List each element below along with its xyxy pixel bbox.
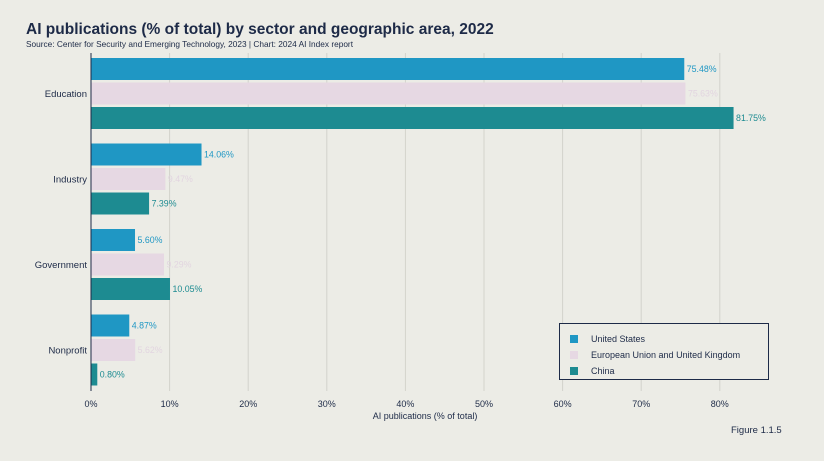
legend-label: European Union and United Kingdom	[591, 350, 741, 360]
bar	[91, 229, 136, 251]
legend-swatch-eu-uk	[570, 351, 578, 359]
x-axis-title: AI publications (% of total)	[373, 411, 478, 421]
bar	[91, 363, 98, 386]
category-label: Government	[35, 260, 88, 271]
x-tick-label: 50%	[475, 399, 493, 409]
figure-label: Figure 1.1.5	[731, 425, 782, 436]
chart-title: AI publications (% of total) by sector a…	[26, 21, 494, 38]
bar	[91, 339, 136, 361]
bar	[91, 253, 165, 276]
x-tick-label: 0%	[84, 399, 97, 409]
x-tick-label: 10%	[161, 399, 179, 409]
bar-value-label: 0.80%	[100, 370, 125, 380]
bar	[91, 107, 734, 129]
bar-value-label: 7.39%	[152, 199, 177, 209]
legend-item-china: China	[570, 363, 768, 379]
chart-subtitle: Source: Center for Security and Emerging…	[26, 39, 353, 49]
bar	[91, 314, 130, 337]
x-tick-label: 40%	[396, 399, 414, 409]
legend-label: United States	[591, 334, 646, 344]
bar-value-label: 75.48%	[687, 64, 717, 74]
bar-value-label: 81.75%	[736, 113, 766, 123]
x-tick-label: 70%	[632, 399, 650, 409]
legend-swatch-united-states	[570, 335, 578, 343]
category-label: Industry	[53, 174, 87, 185]
bar-value-label: 10.05%	[172, 284, 202, 294]
x-tick-label: 30%	[318, 399, 336, 409]
bar-value-label: 9.47%	[168, 174, 193, 184]
legend-item-united-states: United States	[570, 331, 768, 347]
bar	[91, 168, 166, 190]
bar	[91, 58, 685, 80]
legend-label: China	[591, 366, 615, 376]
x-tick-label: 20%	[239, 399, 257, 409]
category-label: Education	[45, 89, 87, 100]
chart-legend: United States European Union and United …	[559, 323, 769, 380]
bar-value-label: 4.87%	[132, 321, 157, 331]
bar-value-label: 9.29%	[167, 260, 192, 270]
legend-swatch-china	[570, 367, 578, 375]
x-tick-label: 80%	[711, 399, 729, 409]
bar	[91, 143, 202, 166]
bar-value-label: 5.62%	[138, 345, 163, 355]
x-tick-label: 60%	[554, 399, 572, 409]
bar-value-label: 5.60%	[138, 235, 163, 245]
category-label: Nonprofit	[48, 345, 87, 356]
bar	[91, 82, 686, 105]
legend-item-eu-uk: European Union and United Kingdom	[570, 347, 768, 363]
bar-value-label: 14.06%	[204, 150, 234, 160]
bar	[91, 278, 170, 300]
bar-value-label: 75.63%	[688, 89, 718, 99]
bar	[91, 192, 150, 215]
